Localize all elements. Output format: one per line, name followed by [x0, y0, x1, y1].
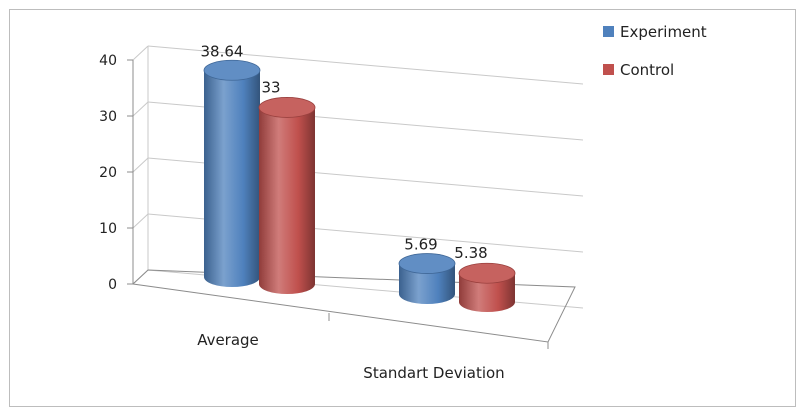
- x-category-label: Standart Deviation: [363, 364, 504, 382]
- legend-swatch: [603, 26, 614, 37]
- grid-layer: [132, 45, 584, 309]
- legend-label: Control: [620, 61, 674, 79]
- bar-body: [204, 70, 260, 287]
- bar-body: [399, 263, 455, 304]
- gridline-left-wall: [132, 213, 149, 229]
- bar-body: [459, 273, 515, 312]
- legend-swatch: [603, 64, 614, 75]
- data-label: 33: [261, 78, 280, 96]
- data-labels: 38.64 33 5.69 5.38: [201, 42, 488, 262]
- floor: [131, 269, 576, 343]
- axis-layer: [127, 46, 576, 349]
- gridline-left-wall: [132, 45, 149, 61]
- bar-body: [259, 107, 315, 294]
- y-tick-label: 20: [99, 165, 117, 181]
- gridline-left-wall: [132, 157, 149, 173]
- bar-top: [458, 262, 516, 284]
- bar-experiment-0: [203, 59, 261, 287]
- legend-label: Experiment: [620, 23, 707, 41]
- data-label: 5.38: [454, 244, 487, 262]
- bar-top: [398, 253, 456, 274]
- bar-top: [203, 59, 261, 81]
- y-tick-label: 10: [99, 221, 117, 237]
- gridline-left-wall: [132, 101, 149, 117]
- data-label: 5.69: [404, 236, 437, 254]
- bar-top: [258, 97, 316, 118]
- y-tick-label: 40: [99, 53, 117, 69]
- category-labels: Average Standart Deviation: [197, 331, 505, 382]
- y-tick-label: 30: [99, 109, 117, 125]
- chart-frame: [9, 9, 796, 407]
- x-category-label: Average: [197, 331, 259, 349]
- bar-experiment-1: [398, 253, 456, 304]
- bar-control-0: [258, 97, 316, 294]
- gridline: [147, 45, 584, 85]
- data-label: 38.64: [201, 42, 244, 60]
- legend: Experiment Control: [603, 23, 707, 79]
- bars-layer: [203, 59, 516, 312]
- y-tick-label: 0: [108, 277, 117, 293]
- y-tick-labels: 0 10 20 30 40: [99, 53, 117, 293]
- bar-control-1: [458, 262, 516, 312]
